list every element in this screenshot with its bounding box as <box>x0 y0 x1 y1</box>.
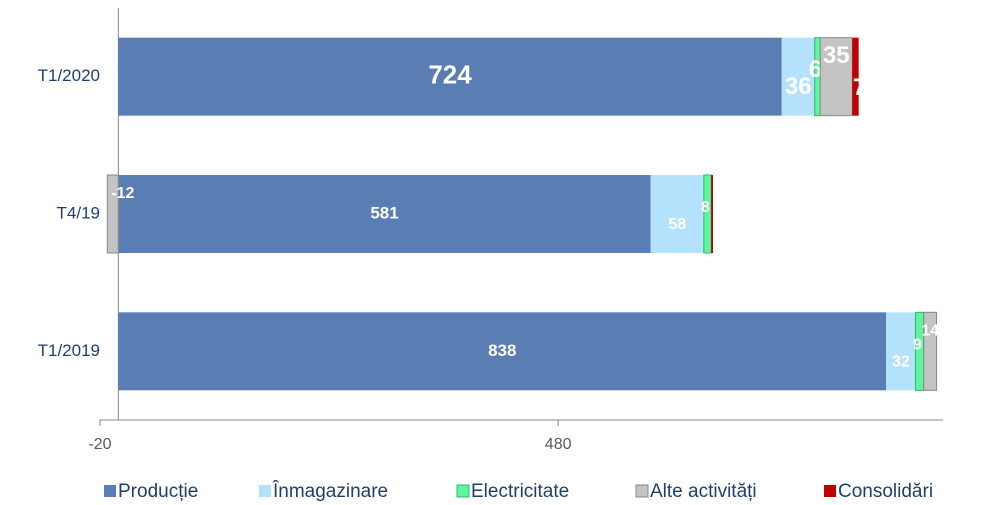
legend-label: Consolidări <box>838 481 933 502</box>
y-tick-label: T1/2020 <box>38 66 100 85</box>
bar-segment <box>819 37 853 117</box>
legend-swatch <box>456 484 470 498</box>
bar-segment <box>118 37 782 116</box>
value-label: 581 <box>370 203 398 222</box>
value-label: 7 <box>853 74 866 101</box>
bar-segment <box>886 312 916 391</box>
value-label: 6 <box>809 56 822 83</box>
y-tick-label: T1/2019 <box>38 341 100 360</box>
legend-swatch <box>259 485 271 497</box>
value-label: 838 <box>488 341 516 360</box>
x-tick-label: -20 <box>88 436 111 453</box>
bar-segment <box>118 312 887 391</box>
bar-segment <box>781 37 815 116</box>
legend-label: Înmagazinare <box>272 480 388 502</box>
value-label: -12 <box>111 185 134 202</box>
value-label: 36 <box>785 73 812 100</box>
bar-segment <box>852 37 859 116</box>
bar-segment <box>711 175 714 253</box>
bar-segment <box>118 175 651 253</box>
value-label: 8 <box>701 199 710 216</box>
legend-label: Electricitate <box>471 481 569 502</box>
legend-swatch <box>824 485 836 497</box>
value-label: 14 <box>921 323 939 340</box>
legend-label: Producție <box>118 481 198 502</box>
y-tick-label: T4/19 <box>57 203 100 222</box>
bar-segment <box>650 175 704 253</box>
bar-segment <box>923 311 938 391</box>
x-tick-label: 480 <box>545 436 572 453</box>
value-label: 724 <box>428 60 472 90</box>
bar-segment <box>106 174 119 254</box>
value-label: 35 <box>823 42 850 69</box>
legend-swatch <box>104 485 116 497</box>
value-label: 9 <box>913 337 922 354</box>
value-label: 32 <box>892 354 910 371</box>
legend-label: Alte activități <box>650 481 757 502</box>
legend-swatch <box>635 484 649 498</box>
value-label: 58 <box>668 216 686 233</box>
